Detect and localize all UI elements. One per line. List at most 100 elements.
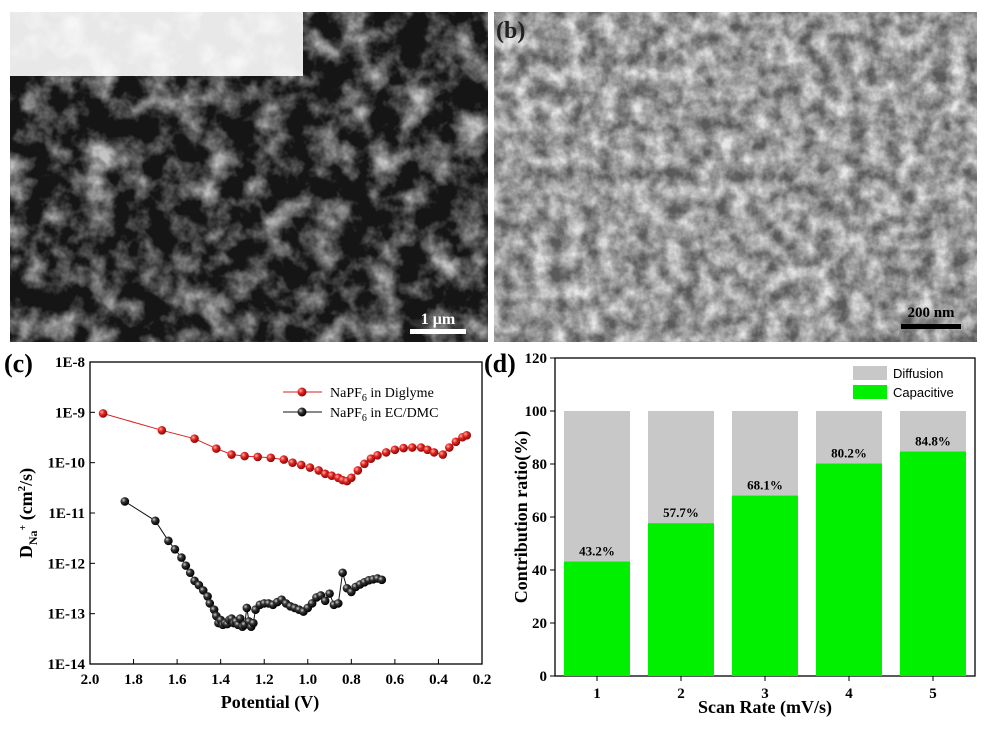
data-point-diglyme (227, 450, 236, 459)
data-point-ecdmc (120, 497, 130, 506)
bar-data-label: 68.1% (747, 478, 783, 493)
y-tick-label-c: 1E-11 (48, 506, 85, 522)
bar-capacitive (564, 561, 630, 676)
data-point-diglyme (462, 430, 472, 440)
bar-capacitive (900, 451, 966, 676)
data-point-diglyme (320, 469, 330, 479)
data-point-ecdmc (151, 516, 160, 526)
data-point-ecdmc (320, 596, 330, 606)
data-point-ecdmc (307, 599, 317, 608)
data-point-diglyme (240, 451, 249, 461)
data-point-ecdmc (333, 599, 343, 608)
data-point-ecdmc (242, 603, 252, 613)
x-axis-label-c: Potential (V) (221, 692, 319, 713)
scale-bar-b (901, 324, 961, 329)
data-point-ecdmc (338, 568, 347, 578)
y-tick-label-c: 1E-10 (48, 456, 86, 472)
data-point-ecdmc (205, 599, 215, 608)
data-point-diglyme (390, 445, 400, 455)
x-tick-label-c: 0.4 (429, 672, 448, 688)
x-tick-label-d: 5 (929, 686, 937, 702)
bar-capacitive (648, 523, 714, 676)
data-point-diglyme (366, 454, 376, 463)
panel-c-label: (c) (4, 349, 33, 378)
data-point-diglyme (190, 434, 199, 443)
sem-image-a: 1 μm (0, 0, 488, 342)
bar-data-label: 84.8% (915, 433, 951, 448)
y-tick-label-d: 0 (540, 669, 548, 685)
y-axis-label-d: Contribution ratio(%) (511, 431, 532, 604)
bar-data-label: 43.2% (579, 544, 615, 559)
bar-data-label: 80.2% (831, 445, 867, 460)
data-point-ecdmc (235, 614, 245, 623)
data-point-ecdmc (203, 592, 212, 601)
data-point-diglyme (445, 443, 454, 452)
legend-label-capacitive: Capacitive (893, 385, 954, 400)
x-tick-label-d: 3 (761, 686, 769, 702)
y-tick-label-d: 40 (532, 563, 547, 579)
data-point-diglyme (98, 409, 108, 418)
data-point-diglyme (429, 448, 439, 457)
bar-capacitive (816, 463, 882, 676)
data-point-diglyme (266, 453, 276, 463)
data-point-diglyme (253, 452, 262, 462)
data-point-ecdmc (177, 553, 186, 562)
data-point-ecdmc (249, 618, 258, 628)
data-point-diglyme (451, 437, 461, 447)
legend-d: Diffusion Capacitive (853, 366, 954, 400)
x-tick-label-c: 0.6 (386, 672, 405, 688)
data-point-diglyme (296, 460, 306, 470)
x-tick-label-d: 1 (593, 686, 601, 702)
y-tick-label-d: 100 (525, 404, 548, 420)
x-axis-label-d: Scan Rate (mV/s) (698, 697, 832, 718)
data-point-diglyme (327, 471, 337, 481)
data-point-ecdmc (198, 586, 208, 595)
bar-data-label: 57.7% (663, 505, 699, 520)
data-point-diglyme (353, 466, 363, 475)
bar-diffusion (564, 411, 630, 562)
data-point-diglyme (212, 444, 221, 453)
bar-capacitive (732, 495, 798, 676)
y-tick-label-d: 60 (532, 510, 547, 526)
bar-diffusion (816, 411, 882, 464)
bar-diffusion (648, 411, 714, 524)
y-tick-label-d: 80 (532, 457, 547, 473)
x-tick-label-c: 1.4 (211, 672, 230, 688)
legend-marker-diglyme (297, 387, 307, 397)
diffusion-coefficient-chart: (c) 2.0 1.8 1.6 1.4 1.2 1.0 0.8 0.6 0.4 0.2 1E-14 1… (4, 349, 491, 713)
data-point-ecdmc (377, 575, 387, 585)
data-point-ecdmc (325, 589, 334, 598)
y-tick-label-d: 120 (525, 351, 548, 367)
data-point-diglyme (438, 450, 448, 459)
x-tick-label-c: 1.0 (298, 672, 317, 688)
y-tick-label-c: 1E-8 (55, 355, 85, 371)
x-tick-label-d: 4 (845, 686, 853, 702)
bar-diffusion (732, 411, 798, 496)
y-tick-label-c: 1E-14 (48, 657, 86, 673)
legend-swatch-capacitive (853, 385, 887, 399)
scale-bar-a-label: 1 μm (421, 311, 456, 328)
x-tick-label-c: 0.2 (473, 672, 492, 688)
contribution-ratio-chart: (d) 43.2% 57.7% 68.1% 80.2% 84.8% 1 2 3 4 5 0 20 40… (484, 349, 976, 718)
data-point-diglyme (408, 443, 417, 452)
panel-d-label: (d) (484, 349, 516, 378)
data-point-diglyme (305, 463, 315, 472)
panel-b-label: (b) (496, 18, 525, 44)
data-point-diglyme (360, 459, 369, 469)
legend-swatch-diffusion (853, 366, 887, 380)
x-tick-label-c: 1.6 (168, 672, 187, 688)
data-point-ecdmc (181, 561, 191, 570)
legend-label-diglyme: NaPF6 in Diglyme (330, 386, 434, 404)
data-point-diglyme (416, 443, 426, 452)
data-point-diglyme (399, 443, 408, 453)
data-point-ecdmc (164, 536, 173, 546)
x-tick-label-c: 0.8 (342, 672, 361, 688)
y-axis-label-c: DNa+ (cm2/s) (16, 468, 40, 558)
y-tick-label-c: 1E-12 (48, 556, 86, 572)
sem-image-b: (b) 200 nm (494, 12, 977, 342)
x-tick-label-c: 1.2 (255, 672, 274, 688)
y-tick-label-c: 1E-9 (55, 405, 85, 421)
x-tick-label-d: 2 (677, 686, 685, 702)
data-point-ecdmc (170, 545, 180, 554)
